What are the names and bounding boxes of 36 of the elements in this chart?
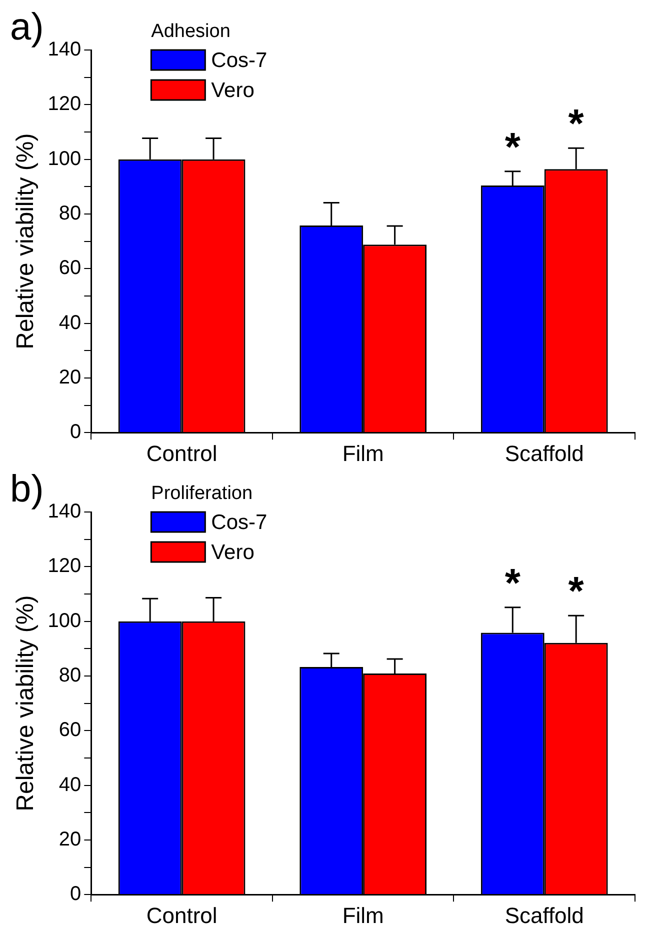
x-tick-label: Control	[146, 440, 218, 466]
y-axis-title: Relative viability (%)	[12, 133, 40, 350]
annotation: *	[504, 125, 521, 170]
x-tick-label: Control	[146, 902, 218, 928]
y-tick-label: 60	[58, 719, 82, 742]
legend-label: Vero	[211, 78, 254, 102]
y-tick-label: 120	[48, 555, 82, 578]
y-tick-label: 140	[48, 38, 82, 61]
y-tick-label: 0	[70, 883, 82, 906]
legend-label: Cos-7	[211, 48, 268, 72]
y-tick-label: 40	[58, 774, 82, 796]
legend-label: Cos-7	[211, 510, 268, 534]
y-tick-label: 140	[48, 500, 82, 523]
y-tick-label: 0	[70, 421, 82, 444]
legend-title: Proliferation	[151, 483, 253, 504]
y-tick-label: 80	[58, 664, 82, 686]
y-tick-label: 60	[58, 257, 82, 280]
y-tick-label: 40	[58, 312, 82, 334]
y-tick-label: 120	[48, 93, 82, 116]
chart-title: b)	[10, 468, 44, 510]
y-tick-label: 100	[48, 610, 82, 632]
legend-title: Adhesion	[151, 21, 230, 42]
x-tick-label: Film	[342, 440, 384, 466]
y-tick-label: 80	[58, 202, 82, 224]
x-tick-label: Scaffold	[504, 902, 584, 928]
annotation: *	[568, 570, 584, 614]
legend-label: Vero	[211, 540, 254, 564]
y-axis-title: Relative viability (%)	[12, 595, 40, 812]
y-tick-label: 20	[58, 828, 82, 850]
y-tick-label: 100	[48, 148, 82, 170]
chart-title: a)	[10, 6, 44, 48]
y-tick-label: 20	[58, 366, 82, 388]
x-tick-label: Scaffold	[504, 440, 584, 466]
x-tick-label: Film	[342, 902, 384, 928]
annotation: *	[504, 561, 521, 606]
annotation: *	[568, 102, 584, 146]
